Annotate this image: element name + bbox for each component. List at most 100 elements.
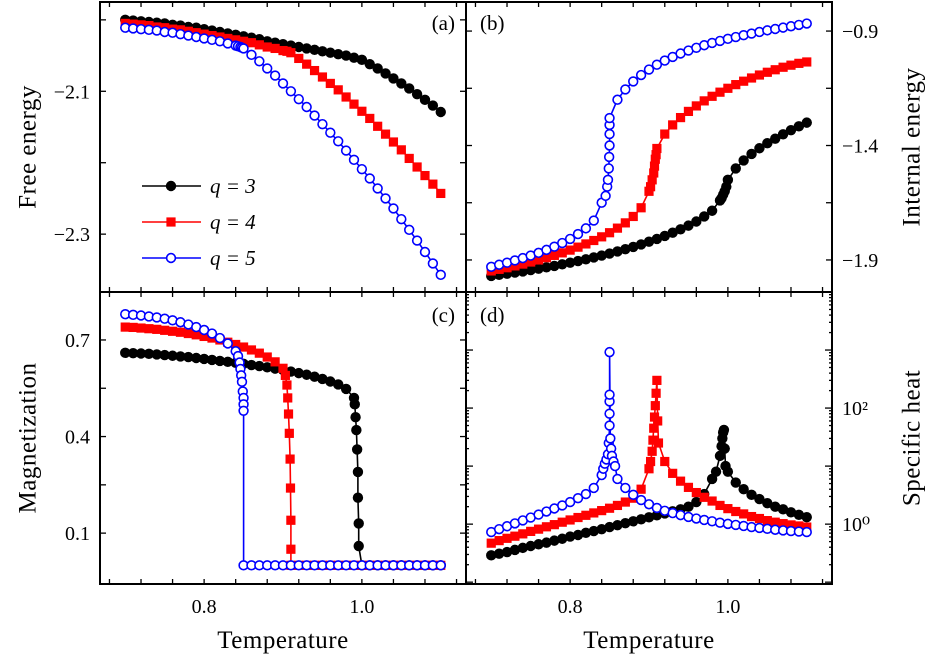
data-point: [652, 375, 662, 385]
data-point: [175, 351, 186, 362]
data-point: [706, 205, 718, 216]
data-point: [649, 423, 659, 433]
data-point: [612, 94, 623, 105]
data-point: [564, 257, 576, 268]
data-point: [214, 332, 226, 344]
data-point: [152, 324, 162, 334]
data-point: [715, 500, 725, 511]
data-point: [254, 360, 265, 372]
data-point: [317, 373, 328, 385]
data-point: [293, 93, 304, 105]
data-point: [636, 484, 646, 494]
data-point: [710, 466, 722, 477]
data-point: [647, 175, 657, 185]
data-point: [651, 150, 661, 160]
y-tick-label: −0.9: [842, 21, 878, 43]
data-point: [340, 145, 352, 156]
data-point: [262, 352, 272, 362]
data-point: [380, 129, 391, 139]
data-point: [647, 446, 657, 456]
data-point: [794, 58, 804, 68]
data-point: [317, 46, 328, 57]
legend-item: q = 4: [142, 210, 256, 234]
data-point: [199, 331, 209, 342]
data-point: [278, 363, 288, 373]
data-point: [151, 349, 162, 360]
data-point: [691, 496, 702, 508]
data-point: [294, 53, 304, 64]
data-point: [620, 243, 631, 255]
data-point: [620, 482, 631, 494]
legend-item: q = 5: [142, 246, 256, 270]
data-point: [645, 456, 656, 467]
data-point: [557, 517, 567, 527]
data-point: [435, 106, 446, 118]
y-tick-label: −2.3: [54, 224, 90, 246]
data-point: [380, 193, 391, 204]
panel-label: (a): [432, 11, 455, 35]
data-point: [628, 489, 639, 501]
data-point: [643, 236, 655, 247]
data-point: [254, 40, 264, 50]
data-point: [222, 356, 233, 368]
data-point: [604, 420, 615, 431]
data-point: [580, 223, 592, 234]
x-axis-label: Temperature: [217, 627, 348, 654]
data-point: [419, 246, 431, 258]
data-point: [730, 477, 741, 488]
data-point: [348, 52, 360, 63]
data-point: [388, 137, 399, 147]
data-point: [715, 87, 725, 97]
data-point: [620, 497, 630, 507]
data-point: [525, 540, 536, 552]
data-point: [604, 503, 615, 513]
data-point: [533, 255, 544, 265]
data-point: [183, 328, 193, 339]
data-point: [762, 138, 773, 149]
data-point: [222, 338, 233, 349]
data-point: [283, 409, 294, 419]
data-point: [612, 519, 623, 531]
data-point: [786, 60, 796, 70]
data-point: [549, 260, 560, 272]
data-point: [270, 43, 280, 54]
data-point: [269, 70, 281, 81]
data-point: [135, 348, 147, 359]
data-point: [600, 190, 611, 202]
data-point: [731, 80, 741, 90]
x-tick-label: 0.8: [192, 596, 217, 618]
data-point: [635, 239, 647, 250]
data-point: [301, 43, 312, 54]
series-q5: [486, 18, 812, 273]
data-point: [668, 468, 678, 478]
data-point: [786, 520, 796, 530]
data-point: [565, 245, 575, 255]
data-point: [572, 492, 584, 504]
data-point: [136, 323, 146, 333]
data-point: [501, 546, 513, 558]
data-point: [648, 435, 658, 445]
data-point: [588, 252, 599, 263]
legend-marker: [166, 217, 176, 227]
data-point: [357, 106, 367, 116]
panel-label: (d): [480, 303, 505, 327]
data-point: [388, 203, 399, 214]
data-point: [238, 36, 249, 46]
data-point: [396, 78, 407, 89]
data-point: [572, 529, 584, 541]
data-point: [509, 544, 521, 556]
data-point: [572, 255, 584, 267]
data-point: [778, 62, 788, 72]
panel-specific-heat-plot: [486, 346, 812, 561]
data-point: [628, 241, 639, 253]
data-point: [580, 254, 592, 265]
data-point: [604, 408, 615, 419]
data-point: [580, 527, 592, 538]
data-point: [645, 182, 656, 192]
data-point: [373, 121, 383, 131]
data-point: [270, 357, 280, 367]
data-point: [246, 359, 257, 371]
data-point: [612, 223, 623, 233]
data-point: [351, 424, 362, 436]
data-point: [581, 239, 591, 249]
